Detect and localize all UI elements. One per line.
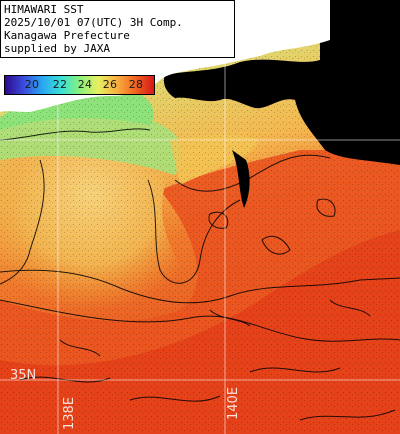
header-line-2: 2025/10/01 07(UTC) 3H Comp. — [4, 16, 183, 29]
colorbar-label-20: 20 — [24, 78, 40, 91]
colorbar-label-22: 22 — [52, 78, 68, 91]
colorbar-label-26: 26 — [102, 78, 118, 91]
header-line-3: Kanagawa Prefecture — [4, 29, 130, 42]
temperature-colorbar: 20 22 24 26 28 — [4, 75, 155, 95]
land-kanagawa-tokyo — [163, 0, 400, 165]
colorbar-label-28: 28 — [128, 78, 144, 91]
land-miura-peninsula — [232, 150, 250, 208]
longitude-label-140e: 140E — [226, 386, 241, 420]
latitude-label-35n: 35N — [10, 368, 37, 383]
land — [163, 0, 400, 208]
map-header: HIMAWARI SST 2025/10/01 07(UTC) 3H Comp.… — [0, 0, 235, 58]
land-boso-peninsula — [320, 60, 400, 110]
header-line-4: supplied by JAXA — [4, 42, 110, 55]
header-line-1: HIMAWARI SST — [4, 3, 84, 16]
colorbar-gradient — [5, 76, 154, 94]
colorbar-label-24: 24 — [77, 78, 93, 91]
longitude-label-138e: 138E — [62, 396, 77, 430]
isotherm-contours — [0, 128, 400, 421]
